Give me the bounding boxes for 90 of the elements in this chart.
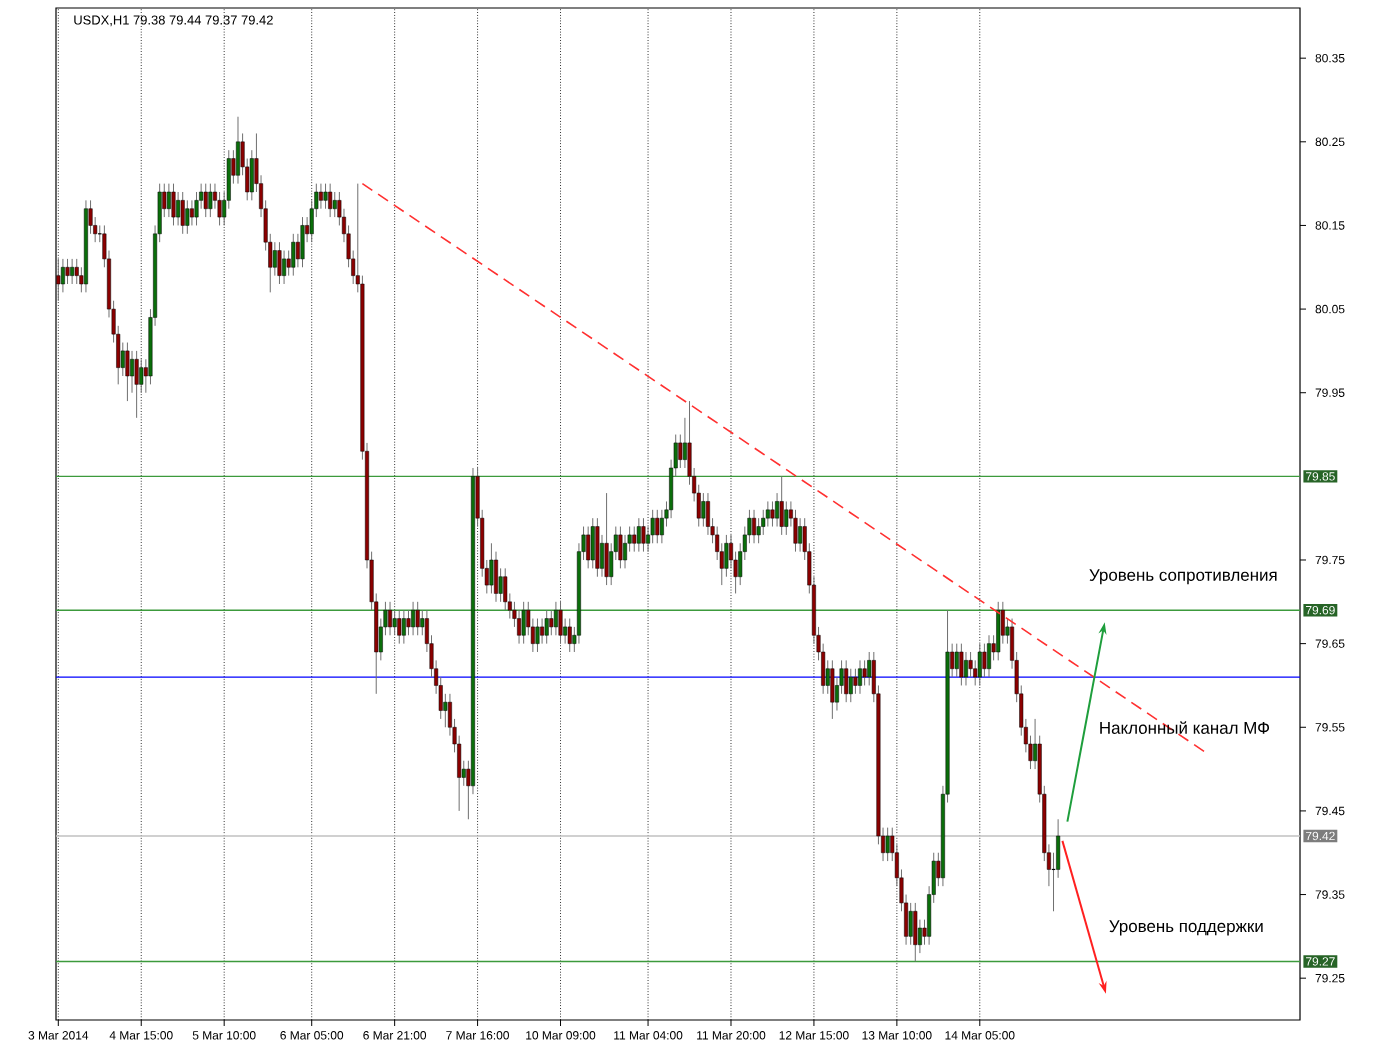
candlestick <box>489 542 494 594</box>
candlestick <box>908 902 913 946</box>
candlestick <box>641 517 646 553</box>
candlestick <box>517 609 522 645</box>
candlestick <box>913 902 918 962</box>
candlestick <box>987 634 992 678</box>
candlestick <box>166 183 171 218</box>
candlestick <box>996 601 1001 661</box>
candlestick <box>217 191 222 226</box>
candlestick <box>65 258 70 285</box>
candlestick <box>553 601 558 636</box>
candlestick <box>982 643 987 678</box>
candlestick <box>540 618 545 645</box>
candlestick <box>798 517 803 553</box>
candlestick <box>586 526 591 569</box>
candlestick <box>74 258 79 285</box>
candlestick <box>300 216 305 268</box>
candlestick <box>171 183 176 226</box>
candlestick <box>194 191 199 226</box>
candlestick <box>765 500 770 528</box>
candlestick <box>632 526 637 553</box>
candlestick <box>784 500 789 536</box>
candlestick <box>959 643 964 686</box>
candlestick <box>189 199 194 226</box>
candlestick <box>963 651 968 686</box>
candlestick <box>862 659 867 686</box>
candlestick <box>549 609 554 636</box>
candlestick <box>328 183 333 218</box>
candlestick <box>235 116 240 185</box>
candlestick <box>208 183 213 218</box>
candlestick <box>793 509 798 553</box>
candlestick <box>291 233 296 277</box>
candlestick <box>770 500 775 528</box>
candlestick <box>277 241 282 285</box>
candlestick <box>180 191 185 235</box>
candlestick <box>494 551 499 603</box>
candlestick <box>858 659 862 695</box>
candlestick <box>623 534 628 569</box>
candlestick <box>521 601 526 645</box>
annotation: Уровень сопротивления <box>1089 569 1277 585</box>
candlestick <box>954 643 959 678</box>
candlestick <box>650 509 655 544</box>
candlestick <box>139 358 144 394</box>
candlestick <box>618 526 623 569</box>
candlestick <box>60 258 65 293</box>
candlestick <box>590 517 595 569</box>
candlestick <box>595 517 600 578</box>
candlestick <box>756 517 761 544</box>
candlestick <box>406 609 411 636</box>
candlestick <box>411 601 416 636</box>
candlestick <box>558 601 563 645</box>
candlestick <box>203 183 208 218</box>
candlestick <box>134 350 139 419</box>
candlestick <box>752 509 757 544</box>
candlestick <box>636 517 641 553</box>
candlestick <box>397 609 402 645</box>
candlestick <box>604 492 609 586</box>
candlestick <box>705 492 710 536</box>
candlestick <box>724 534 729 578</box>
candlestick <box>415 601 420 636</box>
candlestick <box>125 342 130 402</box>
candlestick <box>323 183 328 210</box>
candlestick <box>701 492 706 528</box>
candlestick <box>332 191 337 218</box>
candlestick <box>70 258 75 285</box>
candlestick <box>659 509 664 544</box>
candlestick <box>185 199 190 235</box>
candlestick <box>885 827 890 862</box>
candlestick <box>968 651 973 678</box>
candlestick <box>830 659 835 720</box>
candlestick <box>848 668 853 703</box>
annotation: Наклонный канал МФ <box>1100 721 1270 734</box>
candlestick <box>567 618 572 653</box>
candlestick <box>779 475 784 536</box>
candlestick <box>443 693 448 728</box>
candlestick <box>282 250 287 285</box>
candlestick <box>176 191 181 226</box>
candlestick <box>318 183 323 210</box>
candlestick <box>392 609 397 636</box>
candlestick <box>388 601 393 636</box>
candlestick <box>401 609 406 645</box>
candlestick <box>655 509 660 544</box>
candlestick <box>286 250 291 277</box>
candlestick <box>844 659 849 703</box>
candlestick <box>853 668 858 695</box>
candlestick <box>761 509 766 536</box>
annotation: Уровень поддержки <box>1109 920 1263 936</box>
candlestick <box>503 567 508 611</box>
candlestick <box>535 618 540 653</box>
candlestick <box>544 609 549 645</box>
